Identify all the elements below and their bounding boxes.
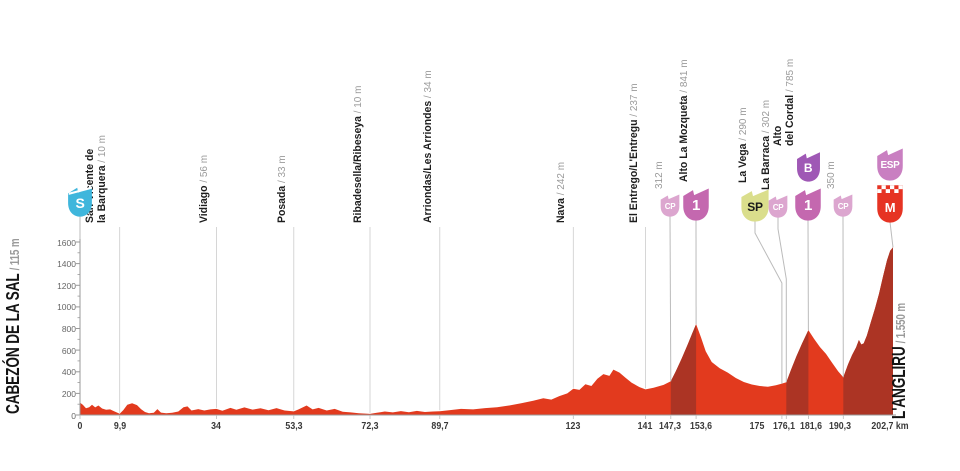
y-axis-tick-label: 1400 bbox=[57, 259, 76, 270]
x-axis-tick-label: 202,7 km bbox=[871, 421, 909, 432]
cp-312-badge-icon: CP bbox=[659, 192, 681, 217]
waypoint-label: Posada / 33 m bbox=[275, 155, 288, 223]
waypoint-label: Vidiago / 56 m bbox=[198, 154, 211, 223]
waypoint-label: Nava / 242 m bbox=[555, 161, 568, 223]
waypoint-label: 312 m bbox=[652, 161, 665, 189]
waypoint-label: La Vega / 290 m bbox=[737, 107, 749, 183]
sp-lavega-badge-icon: SP bbox=[739, 186, 771, 222]
badge-leader-line bbox=[889, 221, 894, 248]
x-axis-tick-label: 89,7 bbox=[431, 421, 449, 432]
cp-350-badge-icon: CP bbox=[832, 192, 854, 217]
x-axis-tick-label: 181,6 bbox=[799, 421, 823, 432]
y-axis-tick-label: 600 bbox=[61, 345, 76, 356]
cp-labarraca-badge-icon: CP bbox=[767, 193, 789, 218]
esp-angliru-badge-icon: ESP bbox=[875, 145, 905, 181]
b-cordal-badge-icon: B bbox=[795, 149, 822, 182]
waypoint-label: Arriondas/Les Arriondes / 34 m bbox=[421, 70, 434, 223]
badge-leader-line bbox=[777, 217, 787, 383]
y-axis-tick-label: 1600 bbox=[57, 237, 76, 248]
elevation-area bbox=[80, 247, 893, 415]
x-axis-tick-label: 175 bbox=[749, 421, 765, 432]
x-axis-tick-label: 190,3 bbox=[828, 421, 852, 432]
y-axis-tick-label: 400 bbox=[61, 367, 76, 378]
y-axis-tick-label: 200 bbox=[61, 388, 76, 399]
waypoint-label: Alto del Cordal / 785 m bbox=[772, 58, 797, 146]
start-town-altitude: / 115 m bbox=[7, 238, 22, 271]
cat1-cordal-badge-icon: 1 bbox=[793, 185, 823, 221]
cat1-mozqueta-badge-icon: 1 bbox=[681, 185, 711, 221]
climb-segment-area bbox=[670, 324, 697, 415]
finish-m-badge-icon: M bbox=[875, 183, 905, 223]
waypoint-label: 350 m bbox=[825, 161, 838, 189]
x-axis-tick-label: 9,9 bbox=[113, 421, 127, 432]
badge-leader-line bbox=[669, 215, 672, 382]
x-axis-tick-label: 176,1 bbox=[772, 421, 796, 432]
waypoint-label: Alto La Mozqueta / 841 m bbox=[678, 59, 691, 182]
waypoint-label: Ribadesella/Ribeseya / 10 m bbox=[352, 85, 364, 223]
climb-segment-area bbox=[843, 247, 893, 415]
finish-town-name: L'ANGLIRU bbox=[889, 346, 909, 419]
start-s-badge-icon: S bbox=[66, 183, 94, 217]
x-axis-tick-label: 153,6 bbox=[689, 421, 713, 432]
y-axis-tick-label: 1000 bbox=[57, 302, 76, 313]
start-town-label: CABEZÓN DE LA SAL / 115 m bbox=[3, 239, 25, 414]
y-axis-tick-label: 0 bbox=[71, 410, 76, 421]
waypoint-label: La Barraca / 302 m bbox=[760, 99, 772, 190]
x-axis-tick-label: 72,3 bbox=[361, 421, 379, 432]
finish-town-altitude: / 1.550 m bbox=[893, 303, 908, 344]
y-axis-tick-label: 1200 bbox=[57, 280, 76, 291]
waypoint-label: El Entrego/L'Entregu / 237 m bbox=[627, 83, 640, 223]
start-town-name: CABEZÓN DE LA SAL bbox=[3, 273, 23, 414]
y-axis-tick-label: 800 bbox=[61, 324, 76, 334]
x-axis-tick-label: 123 bbox=[565, 421, 581, 432]
finish-town-label: L'ANGLIRU / 1.550 m bbox=[889, 303, 911, 419]
x-axis-tick-label: 34 bbox=[211, 421, 221, 432]
badge-leader-line bbox=[754, 221, 783, 384]
climb-segment-area bbox=[786, 330, 809, 415]
x-axis-tick-label: 141 bbox=[637, 421, 653, 432]
x-axis-tick-label: 53,3 bbox=[285, 421, 303, 432]
x-axis-tick-label: 147,3 bbox=[658, 421, 682, 432]
x-axis-tick-label: 0 bbox=[77, 421, 83, 432]
